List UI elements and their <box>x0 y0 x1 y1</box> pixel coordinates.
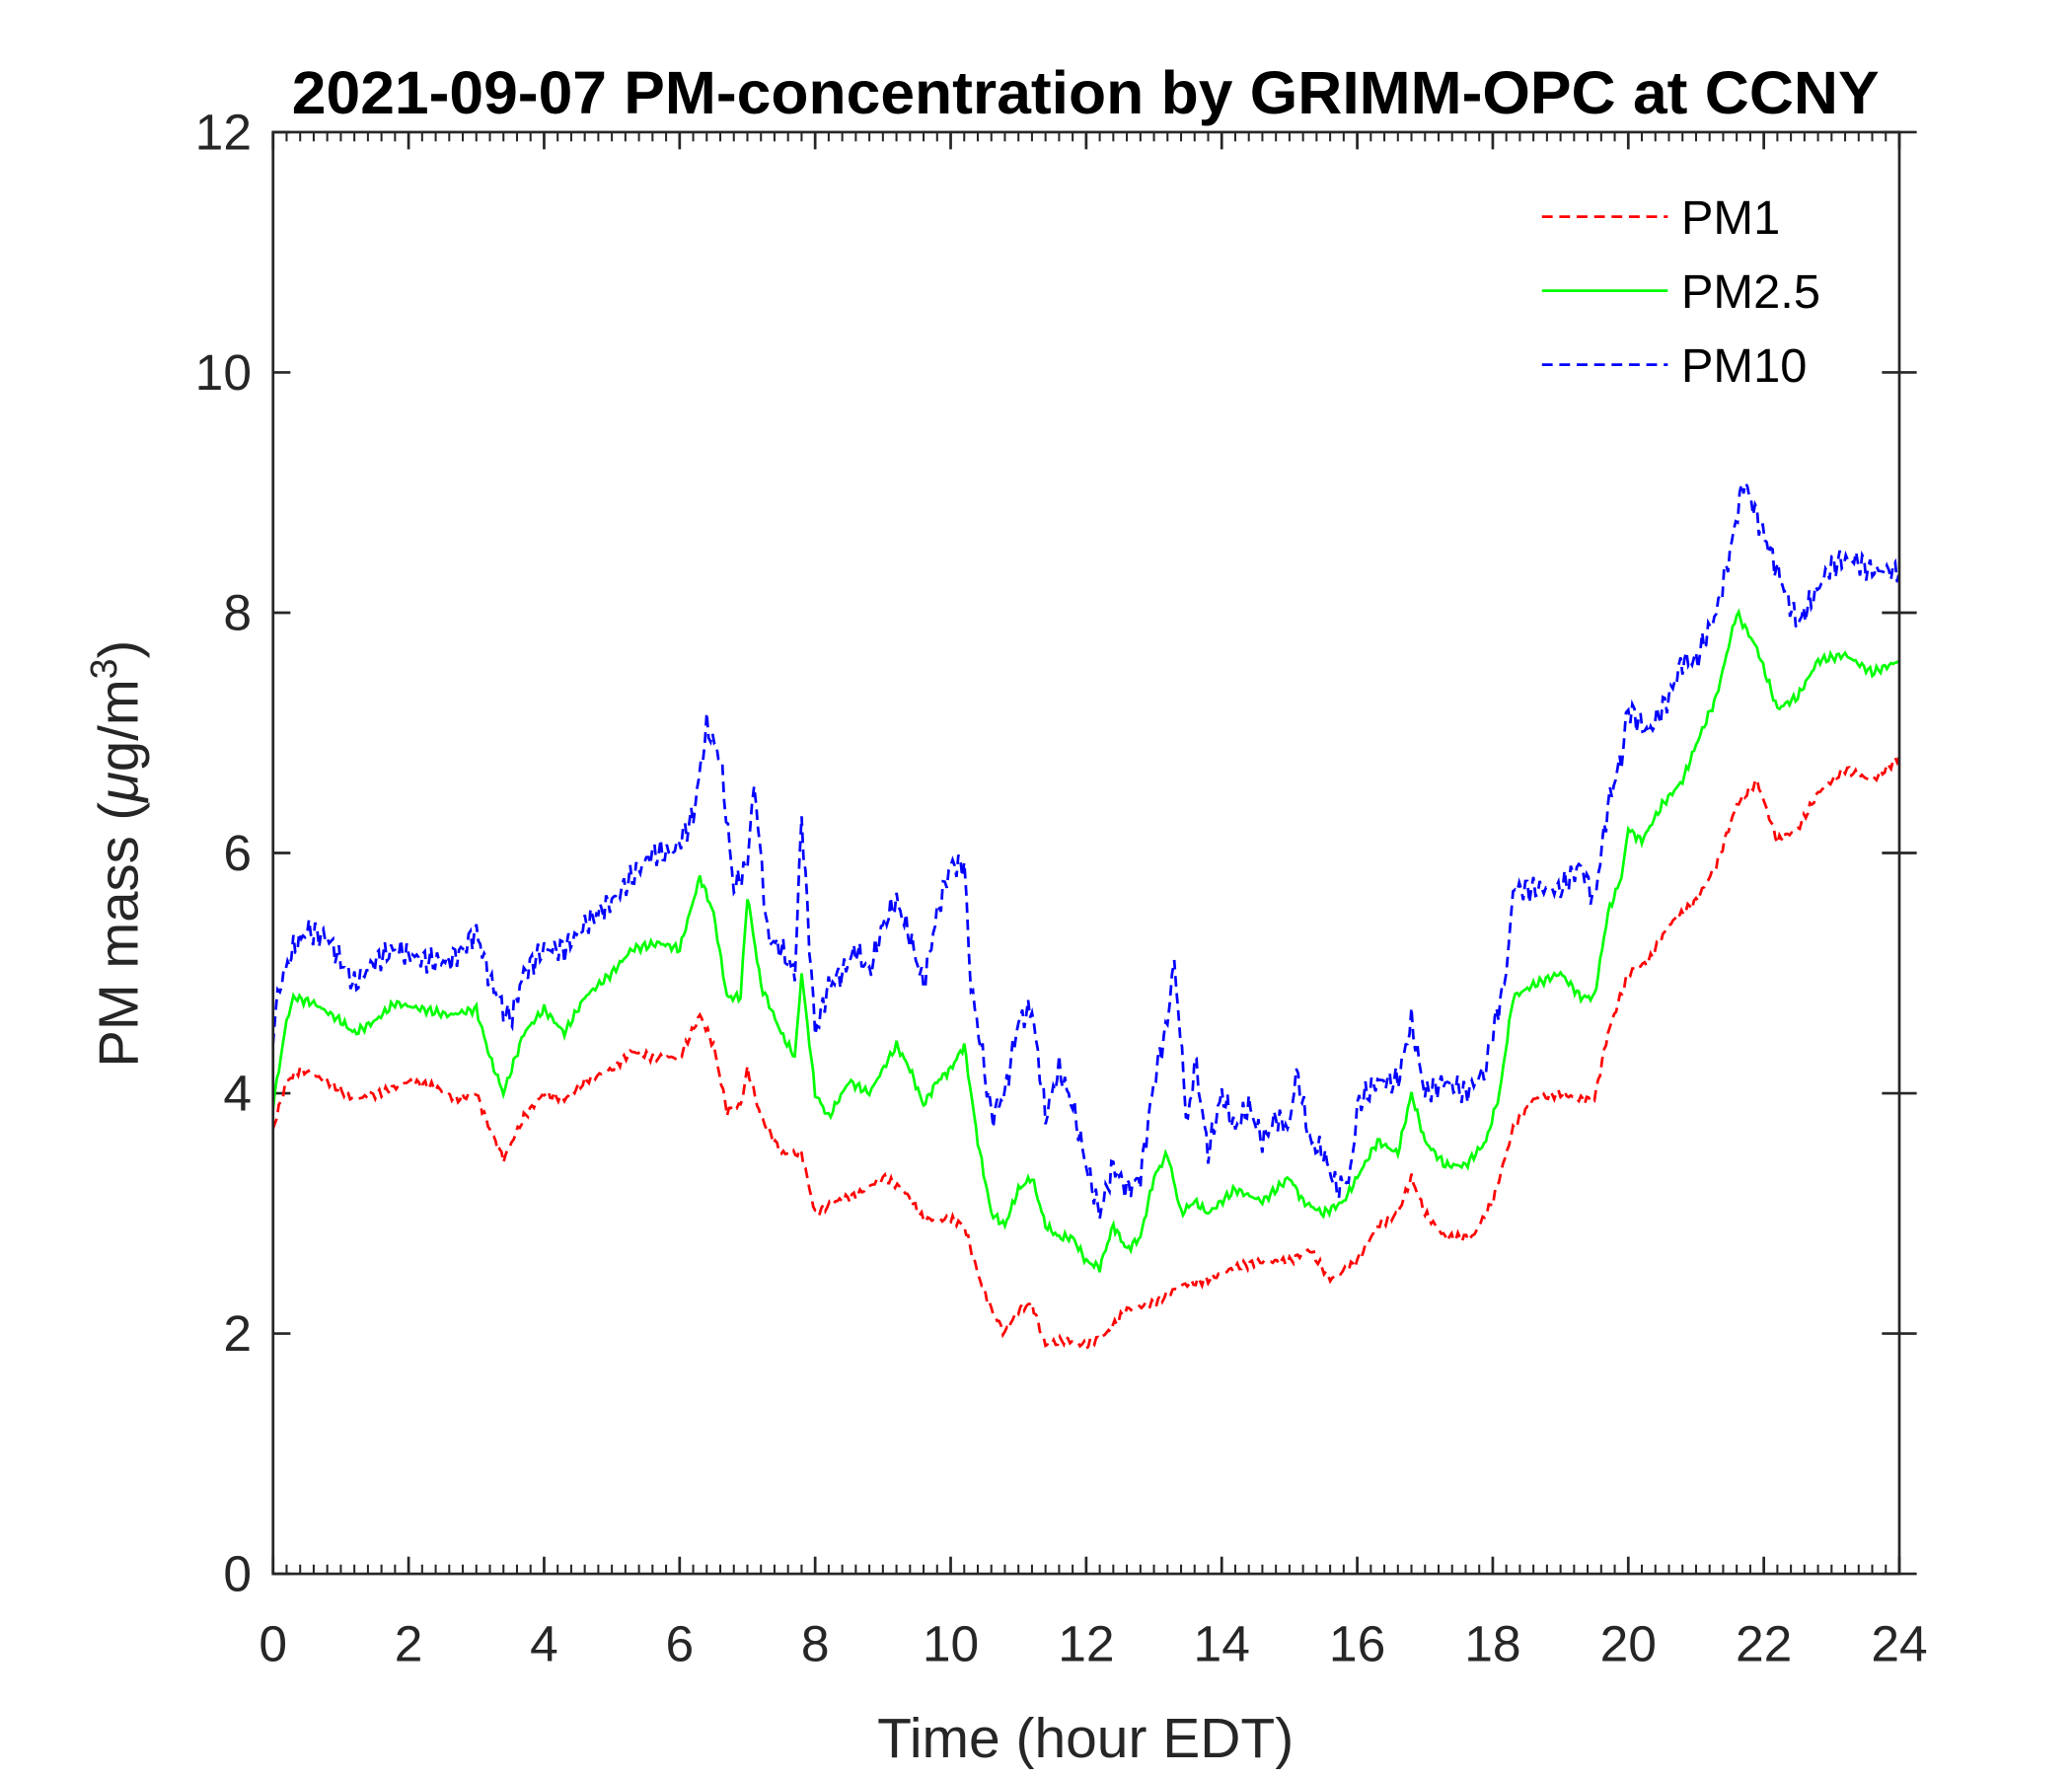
x-tick-label: 2 <box>395 1616 423 1672</box>
y-tick-label: 2 <box>223 1305 252 1362</box>
legend: PM1 PM2.5 PM10 <box>1541 191 1820 393</box>
legend-label: PM10 <box>1681 339 1808 393</box>
y-tick-label: 0 <box>223 1546 252 1602</box>
x-tick-label: 22 <box>1736 1616 1792 1672</box>
x-tick-label: 0 <box>259 1616 287 1672</box>
y-label-mu: μ <box>87 772 149 804</box>
y-tick-label: 10 <box>195 344 252 401</box>
chart-title: 2021-09-07 PM-concentration by GRIMM-OPC… <box>292 60 1880 128</box>
series-lines <box>271 479 1901 1351</box>
series-line-pm25 <box>271 608 1900 1273</box>
legend-label: PM1 <box>1681 191 1780 245</box>
series-line-pm1 <box>271 754 1901 1351</box>
x-tick-label: 16 <box>1329 1616 1385 1672</box>
y-label-main: PM mass ( <box>87 802 149 1068</box>
y-tick-label: 6 <box>223 825 252 881</box>
y-tick-label: 8 <box>223 585 252 641</box>
y-label-sup: 3 <box>83 658 124 679</box>
legend-label: PM2.5 <box>1681 265 1820 319</box>
x-tick-label: 24 <box>1871 1616 1927 1672</box>
x-tick-label: 8 <box>801 1616 830 1672</box>
x-tick-label: 18 <box>1464 1616 1520 1672</box>
series-line-pm10 <box>271 479 1901 1220</box>
y-label-unit: g/m <box>87 679 149 772</box>
plot-frame <box>271 130 1901 1576</box>
y-axis-label: PM mass (μg/m3) <box>83 640 150 1068</box>
x-axis-label: Time (hour EDT) <box>877 1708 1294 1770</box>
x-tick-label: 14 <box>1194 1616 1250 1672</box>
x-tick-label: 6 <box>665 1616 694 1672</box>
y-tick-label: 4 <box>223 1066 252 1122</box>
y-tick-label: 12 <box>195 105 252 161</box>
y-label-close: ) <box>87 640 149 659</box>
x-tick-label: 12 <box>1058 1616 1114 1672</box>
x-tick-label: 20 <box>1600 1616 1657 1672</box>
x-tick-label: 4 <box>530 1616 558 1672</box>
x-tick-label: 10 <box>923 1616 979 1672</box>
